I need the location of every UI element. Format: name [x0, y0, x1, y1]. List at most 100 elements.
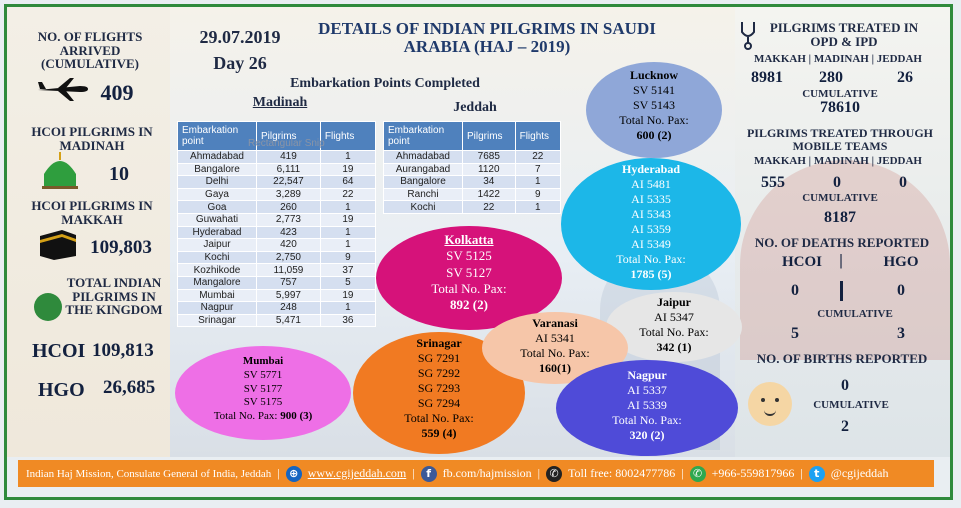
hyderabad-oval: Hyderabad AI 5481 AI 5335 AI 5343 AI 5359 AI …	[561, 158, 741, 290]
table-cell: 5,471	[256, 313, 321, 328]
twitter-icon: t	[808, 465, 825, 482]
saudi-flag-icon	[34, 293, 62, 321]
twitter-handle[interactable]: @cgijeddah	[830, 466, 889, 480]
table-cell: 37	[319, 263, 377, 277]
table-row: Ahmadabad 419 1	[177, 150, 377, 164]
table-cell: 9	[514, 187, 562, 202]
table-cell: 260	[256, 200, 321, 214]
table-cell: 7	[514, 162, 562, 177]
mumbai-oval: Mumbai SV 5771 SV 5177 SV 5175 Total No. Pax…	[175, 346, 351, 440]
kolkatta-pax-value: 892 (2)	[450, 297, 488, 312]
kolkatta-flight-number: SV 5125	[446, 248, 492, 264]
table-row: Delhi 22,547 64	[177, 175, 377, 189]
deaths-hgo-cumulative: 3	[897, 325, 905, 342]
flights-title: NO. OF FLIGHTS ARRIVED (CUMULATIVE)	[37, 29, 143, 72]
births-title: NO. OF BIRTHS REPORTED	[756, 351, 928, 366]
opd-cumulative-label: CUMULATIVE	[802, 88, 878, 100]
table-cell: 1	[319, 225, 377, 240]
facebook-link[interactable]: fb.com/hajmission	[442, 466, 532, 480]
hgo-label: HGO	[38, 379, 85, 401]
table-cell: Srinagar	[177, 313, 257, 328]
hyderabad-pax-value: 1785 (5)	[630, 267, 672, 281]
opd-cities: MAKKAH | MADINAH | JEDDAH	[753, 53, 922, 65]
hcoi-madinah-count: 10	[109, 163, 129, 185]
table-cell: 5,997	[256, 288, 321, 303]
whatsapp-icon: ✆	[689, 465, 706, 482]
opd-madinah: 280	[819, 69, 843, 86]
deaths-hcoi-label: HCOI	[781, 254, 822, 270]
deaths-hgo: 0	[897, 282, 905, 299]
madinah-table: Embarkation point Pilgrims Flights Ahmadab…	[177, 121, 377, 328]
table-cell: 423	[256, 225, 321, 240]
srinagar-city-label: Srinagar	[416, 336, 462, 350]
lucknow-pax-value: 600 (2)	[636, 128, 672, 142]
deaths-title: NO. OF DEATHS REPORTED	[754, 235, 930, 250]
table-cell: 19	[319, 162, 377, 177]
total-indian-title: TOTAL INDIAN PILGRIMS IN THE KINGDOM	[65, 275, 163, 318]
facebook-icon: f	[420, 465, 437, 482]
jaipur-city-label: Jaipur	[656, 295, 691, 309]
table-cell: Delhi	[177, 175, 257, 189]
flights-count: 409	[100, 80, 134, 105]
deaths-hgo-label: HGO	[883, 254, 919, 270]
table-cell: 420	[256, 238, 321, 252]
madinah-header-1: Pilgrims	[256, 121, 321, 151]
baby-icon	[748, 382, 792, 426]
table-row: Aurangabad 1120 7	[383, 162, 562, 177]
mobile-makkah: 555	[761, 174, 785, 191]
mosque-dome-graphic	[740, 160, 950, 360]
table-row: Bangalore 34 1	[383, 175, 562, 189]
table-cell: Ahmadabad	[383, 150, 463, 164]
main-title: DETAILS OF INDIAN PILGRIMS IN SAUDI ARAB…	[318, 19, 656, 56]
deaths-cumulative-label: CUMULATIVE	[817, 308, 893, 320]
table-cell: 22,547	[256, 175, 321, 189]
nagpur-flight-number: AI 5339	[627, 398, 667, 412]
mobile-jeddah: 0	[899, 174, 907, 191]
table-row: Mumbai 5,997 19	[177, 288, 377, 303]
report-date: 29.07.2019	[199, 27, 281, 47]
table-cell: 9	[319, 250, 377, 265]
births-cumulative: 2	[841, 418, 849, 435]
table-row: Goa 260 1	[177, 200, 377, 214]
table-cell: 11,059	[256, 263, 321, 277]
table-row: Guwahati 2,773 19	[177, 212, 377, 227]
jeddah-header-1: Pilgrims	[462, 121, 516, 151]
footer-separator: |	[800, 466, 803, 480]
table-row: Kochi 22 1	[383, 200, 562, 214]
jaipur-pax-value: 342 (1)	[656, 340, 692, 354]
table-cell: Kozhikode	[177, 263, 257, 277]
deaths-divider: |	[839, 252, 843, 269]
table-cell: 5	[319, 275, 377, 290]
deaths-hcoi-cumulative: 5	[791, 325, 799, 342]
tollfree-text: Toll free: 8002477786	[568, 466, 676, 480]
table-cell: 22	[462, 200, 516, 214]
hcoi-total-value: 109,813	[92, 340, 154, 361]
table-cell: Goa	[177, 200, 257, 214]
table-cell: 1422	[462, 187, 516, 202]
table-cell: Aurangabad	[383, 162, 463, 177]
table-cell: 1	[319, 301, 377, 315]
table-cell: Jaipur	[177, 238, 257, 252]
table-row: Kochi 2,750 9	[177, 250, 377, 265]
opd-jeddah: 26	[897, 69, 913, 86]
table-cell: 64	[319, 175, 377, 189]
table-cell: Mangalore	[177, 275, 257, 290]
table-cell: 757	[256, 275, 321, 290]
lucknow-flight-number: SV 5141	[632, 83, 676, 97]
varanasi-city-label: Varanasi	[532, 316, 578, 330]
mobile-cities: MAKKAH | MADINAH | JEDDAH	[753, 155, 922, 167]
website-link[interactable]: www.cgijeddah.com	[307, 466, 407, 480]
table-cell: 419	[256, 150, 321, 164]
table-cell: Kochi	[177, 250, 257, 265]
footer-bar: Indian Haj Mission, Consulate General of…	[18, 460, 934, 487]
table-row: Srinagar 5,471 36	[177, 313, 377, 328]
table-cell: 1	[319, 238, 377, 252]
table-cell: 1	[319, 150, 377, 164]
table-cell: 1	[514, 175, 562, 189]
table-row: Nagpur 248 1	[177, 301, 377, 315]
mumbai-pax-value: 900 (3)	[280, 410, 313, 422]
lucknow-city-label: Lucknow	[629, 68, 679, 82]
hyderabad-flight-number: AI 5343	[631, 207, 671, 221]
green-dome-icon	[42, 152, 78, 189]
jaipur-oval: Jaipur AI 5347 Total No. Pax: 342 (1)	[606, 292, 742, 362]
